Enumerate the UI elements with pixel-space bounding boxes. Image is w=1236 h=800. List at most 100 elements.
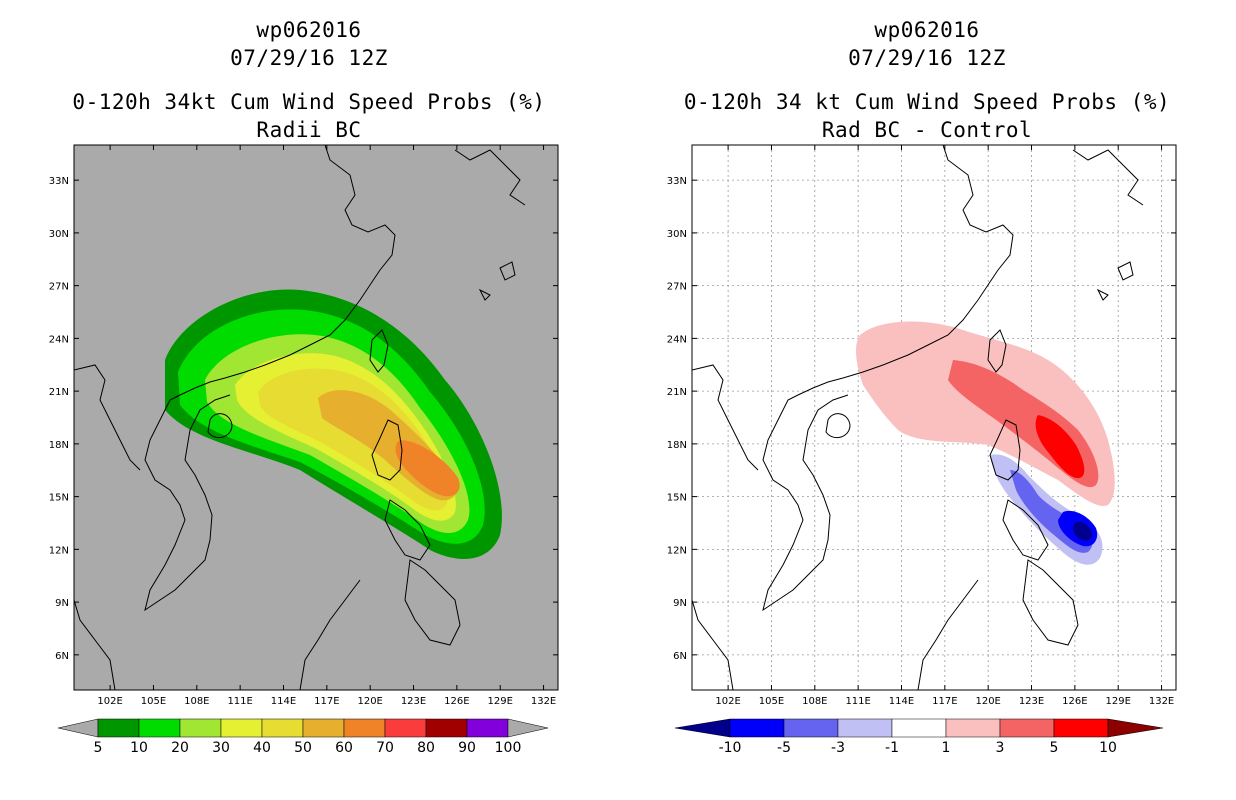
colorbar-label: -1 — [885, 740, 899, 756]
right-storm-id: wp062016 — [874, 18, 980, 42]
colorbar-low-end — [57, 718, 99, 738]
right-map-frame — [691, 144, 1177, 691]
colorbar-bin — [783, 718, 839, 738]
lat-label: 33N — [49, 176, 69, 187]
colorbar-bin — [97, 718, 140, 738]
lon-label: 108E — [184, 696, 209, 707]
lat-label: 12N — [49, 545, 69, 556]
lat-label: 18N — [667, 440, 687, 451]
colorbar-bin — [179, 718, 222, 738]
lat-label: 15N — [667, 493, 687, 504]
colorbar-bin — [384, 718, 427, 738]
right-product-title: 0-120h 34 kt Cum Wind Speed Probs (%) — [683, 90, 1171, 114]
left-map: 33N 30N 27N 24N 21N 18N 15N 12N 9N 6N 102E 105E 108E… — [49, 144, 559, 756]
colorbar-label: 50 — [294, 740, 312, 756]
lat-label: 21N — [49, 387, 69, 398]
colorbar-label: 60 — [335, 740, 353, 756]
colorbar-bin — [891, 718, 947, 738]
lat-label: 27N — [49, 282, 69, 293]
lon-label: 120E — [357, 696, 382, 707]
lon-label: 117E — [932, 696, 957, 707]
left-axis-ticks: 33N 30N 27N 24N 21N 18N 15N 12N 9N 6N 102E 105E 108E… — [49, 145, 558, 707]
lon-label: 126E — [1062, 696, 1087, 707]
lat-label: 6N — [673, 651, 687, 662]
lat-label: 12N — [667, 545, 687, 556]
lon-label: 111E — [845, 696, 870, 707]
lat-label: 30N — [667, 229, 687, 240]
lon-label: 123E — [1019, 696, 1044, 707]
colorbar-label: -3 — [831, 740, 845, 756]
colorbar-label: -10 — [719, 740, 742, 756]
colorbar-high-end — [507, 718, 549, 738]
lon-label: 132E — [531, 696, 556, 707]
lat-label: 9N — [55, 598, 69, 609]
right-map: 33N 30N 27N 24N 21N 18N 15N 12N 9N 6N 102E 105E 108E… — [667, 144, 1177, 756]
colorbar-label: 1 — [942, 740, 951, 756]
right-datetime: 07/29/16 12Z — [848, 46, 1006, 70]
colorbar-label: 10 — [1099, 740, 1117, 756]
colorbar-label: 20 — [171, 740, 189, 756]
left-storm-id: wp062016 — [256, 18, 362, 42]
lon-label: 126E — [444, 696, 469, 707]
lat-label: 24N — [49, 334, 69, 345]
colorbar-bin — [261, 718, 304, 738]
colorbar-bin — [945, 718, 1001, 738]
colorbar-label: 70 — [376, 740, 394, 756]
lon-label: 132E — [1149, 696, 1174, 707]
lon-label: 102E — [97, 696, 122, 707]
lat-label: 24N — [667, 334, 687, 345]
lat-label: 15N — [49, 493, 69, 504]
colorbar-bin — [1053, 718, 1109, 738]
lat-label: 6N — [55, 651, 69, 662]
lon-label: 105E — [759, 696, 784, 707]
colorbar-bin — [837, 718, 893, 738]
right-panel: wp062016 07/29/16 12Z 0-120h 34 kt Cum W… — [618, 0, 1236, 800]
colorbar-label: 40 — [253, 740, 271, 756]
lat-label: 18N — [49, 440, 69, 451]
colorbar-label: 30 — [212, 740, 230, 756]
lon-label: 120E — [975, 696, 1000, 707]
colorbar-bin — [302, 718, 345, 738]
lon-label: 111E — [227, 696, 252, 707]
colorbar-label: 3 — [996, 740, 1005, 756]
colorbar-label: 5 — [1050, 740, 1059, 756]
lon-label: 114E — [889, 696, 914, 707]
colorbar-bin — [466, 718, 509, 738]
lon-label: 123E — [401, 696, 426, 707]
right-colorbar: -10 -5 -3 -1 1 3 5 10 — [674, 718, 1164, 756]
colorbar-label: -5 — [777, 740, 791, 756]
lon-label: 108E — [802, 696, 827, 707]
right-coastlines — [692, 145, 1144, 690]
colorbar-bin — [220, 718, 263, 738]
right-subtitle: Rad BC - Control — [821, 118, 1033, 142]
left-probability-field — [165, 289, 502, 559]
right-axis-ticks: 33N 30N 27N 24N 21N 18N 15N 12N 9N 6N 102E 105E 108E… — [667, 145, 1176, 707]
lon-label: 102E — [715, 696, 740, 707]
colorbar-label: 100 — [495, 740, 522, 756]
colorbar-bin — [999, 718, 1055, 738]
left-subtitle: Radii BC — [256, 118, 362, 142]
colorbar-label: 5 — [94, 740, 103, 756]
colorbar-bin — [729, 718, 785, 738]
left-panel: wp062016 07/29/16 12Z 0-120h 34kt Cum Wi… — [49, 18, 559, 756]
lon-label: 105E — [141, 696, 166, 707]
colorbar-low-end — [674, 718, 731, 738]
right-difference-field — [856, 321, 1115, 565]
lon-label: 117E — [314, 696, 339, 707]
left-coastlines — [74, 145, 526, 690]
lat-label: 30N — [49, 229, 69, 240]
colorbar-high-end — [1107, 718, 1164, 738]
left-map-frame — [73, 144, 559, 691]
lon-label: 129E — [488, 696, 513, 707]
lat-label: 33N — [667, 176, 687, 187]
lat-label: 9N — [673, 598, 687, 609]
colorbar-bin — [425, 718, 468, 738]
colorbar-bin — [343, 718, 386, 738]
left-product-title: 0-120h 34kt Cum Wind Speed Probs (%) — [72, 90, 546, 114]
colorbar-label: 80 — [417, 740, 435, 756]
lon-label: 129E — [1106, 696, 1131, 707]
colorbar-label: 90 — [458, 740, 476, 756]
lat-label: 27N — [667, 282, 687, 293]
colorbar-bin — [138, 718, 181, 738]
lon-label: 114E — [271, 696, 296, 707]
